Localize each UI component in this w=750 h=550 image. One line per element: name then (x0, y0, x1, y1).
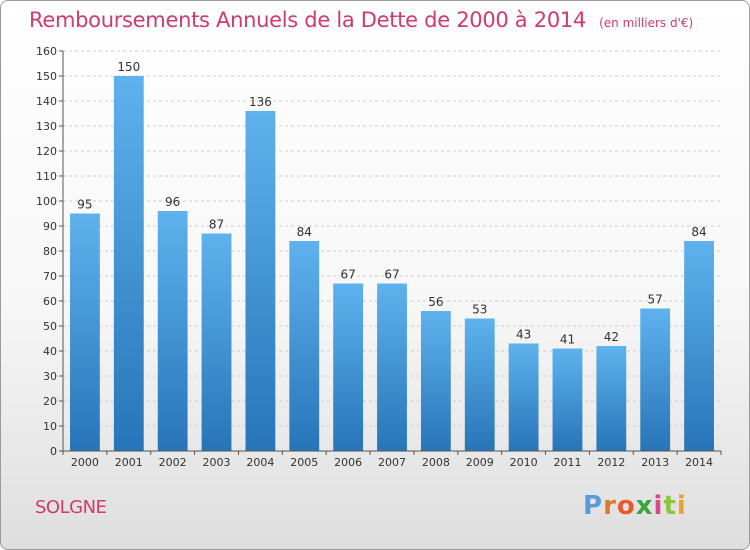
logo-letter: i (676, 491, 687, 521)
y-tick-label: 130 (36, 120, 57, 133)
y-tick-label: 90 (43, 220, 57, 233)
data-label: 150 (117, 60, 140, 74)
bar (333, 283, 364, 451)
x-tick-label: 2010 (510, 456, 538, 469)
commune-name: SOLGNE (35, 497, 107, 518)
x-tick-label: 2014 (685, 456, 713, 469)
y-tick-label: 20 (43, 395, 57, 408)
y-tick-label: 0 (50, 445, 57, 458)
logo-letter: r (603, 491, 617, 521)
data-label: 67 (384, 268, 399, 282)
y-tick-label: 140 (36, 95, 57, 108)
logo-letter: t (663, 491, 677, 521)
proxiti-logo: Proxiti (583, 491, 687, 521)
x-tick-label: 2005 (290, 456, 318, 469)
data-label: 136 (249, 95, 272, 109)
x-tick-label: 2013 (641, 456, 669, 469)
x-tick-label: 2006 (334, 456, 362, 469)
data-label: 67 (340, 268, 355, 282)
bar (552, 348, 583, 451)
y-tick-label: 110 (36, 170, 57, 183)
data-label: 43 (516, 328, 531, 342)
x-tick-label: 2007 (378, 456, 406, 469)
chart-title: Remboursements Annuels de la Dette de 20… (29, 8, 586, 32)
bar (157, 211, 188, 451)
logo-letter: o (616, 491, 636, 521)
logo-letter: P (583, 491, 604, 521)
x-tick-label: 2002 (159, 456, 187, 469)
data-label: 56 (428, 295, 443, 309)
bar (596, 346, 627, 451)
y-tick-label: 60 (43, 295, 57, 308)
chart-subtitle: (en milliers d'€) (599, 16, 694, 30)
x-tick-label: 2011 (553, 456, 581, 469)
bar (508, 343, 539, 451)
bar (640, 308, 671, 451)
bar (245, 111, 276, 451)
bars: 95 150 96 87 136 84 67 67 56 53 43 41 42 57 84 (70, 60, 714, 451)
x-tick-label: 2012 (597, 456, 625, 469)
y-tick-label: 100 (36, 195, 57, 208)
data-label: 96 (165, 195, 180, 209)
bar (70, 213, 100, 451)
x-tick-label: 2009 (466, 456, 494, 469)
y-tick-label: 10 (43, 420, 57, 433)
data-label: 84 (297, 225, 312, 239)
bar (464, 318, 495, 451)
bar (377, 283, 407, 451)
data-label: 95 (77, 198, 92, 212)
data-label: 53 (472, 303, 487, 317)
bar (201, 233, 232, 451)
data-label: 87 (209, 218, 224, 232)
logo-letter: x (635, 491, 654, 521)
axes: 0 10 20 30 40 50 60 70 80 90 100 110 120 130 140 150 160… (36, 45, 722, 469)
y-tick-label: 160 (36, 45, 57, 58)
x-tick-label: 2003 (203, 456, 231, 469)
bar (420, 311, 451, 451)
y-tick-label: 120 (36, 145, 57, 158)
data-label: 84 (691, 225, 706, 239)
title-row: Remboursements Annuels de la Dette de 20… (29, 8, 693, 32)
x-tick-label: 2004 (246, 456, 274, 469)
bar (289, 241, 320, 451)
y-tick-label: 150 (36, 70, 57, 83)
y-tick-label: 50 (43, 320, 57, 333)
x-tick-label: 2000 (71, 456, 99, 469)
data-label: 57 (648, 293, 663, 307)
data-label: 42 (604, 330, 619, 344)
y-tick-label: 70 (43, 270, 57, 283)
y-tick-label: 80 (43, 245, 57, 258)
x-tick-label: 2001 (115, 456, 143, 469)
logo-letter: i (653, 491, 664, 521)
bar (684, 241, 714, 451)
y-tick-label: 40 (43, 345, 57, 358)
data-label: 41 (560, 333, 575, 347)
bar (113, 76, 144, 451)
x-tick-label: 2008 (422, 456, 450, 469)
y-tick-label: 30 (43, 370, 57, 383)
